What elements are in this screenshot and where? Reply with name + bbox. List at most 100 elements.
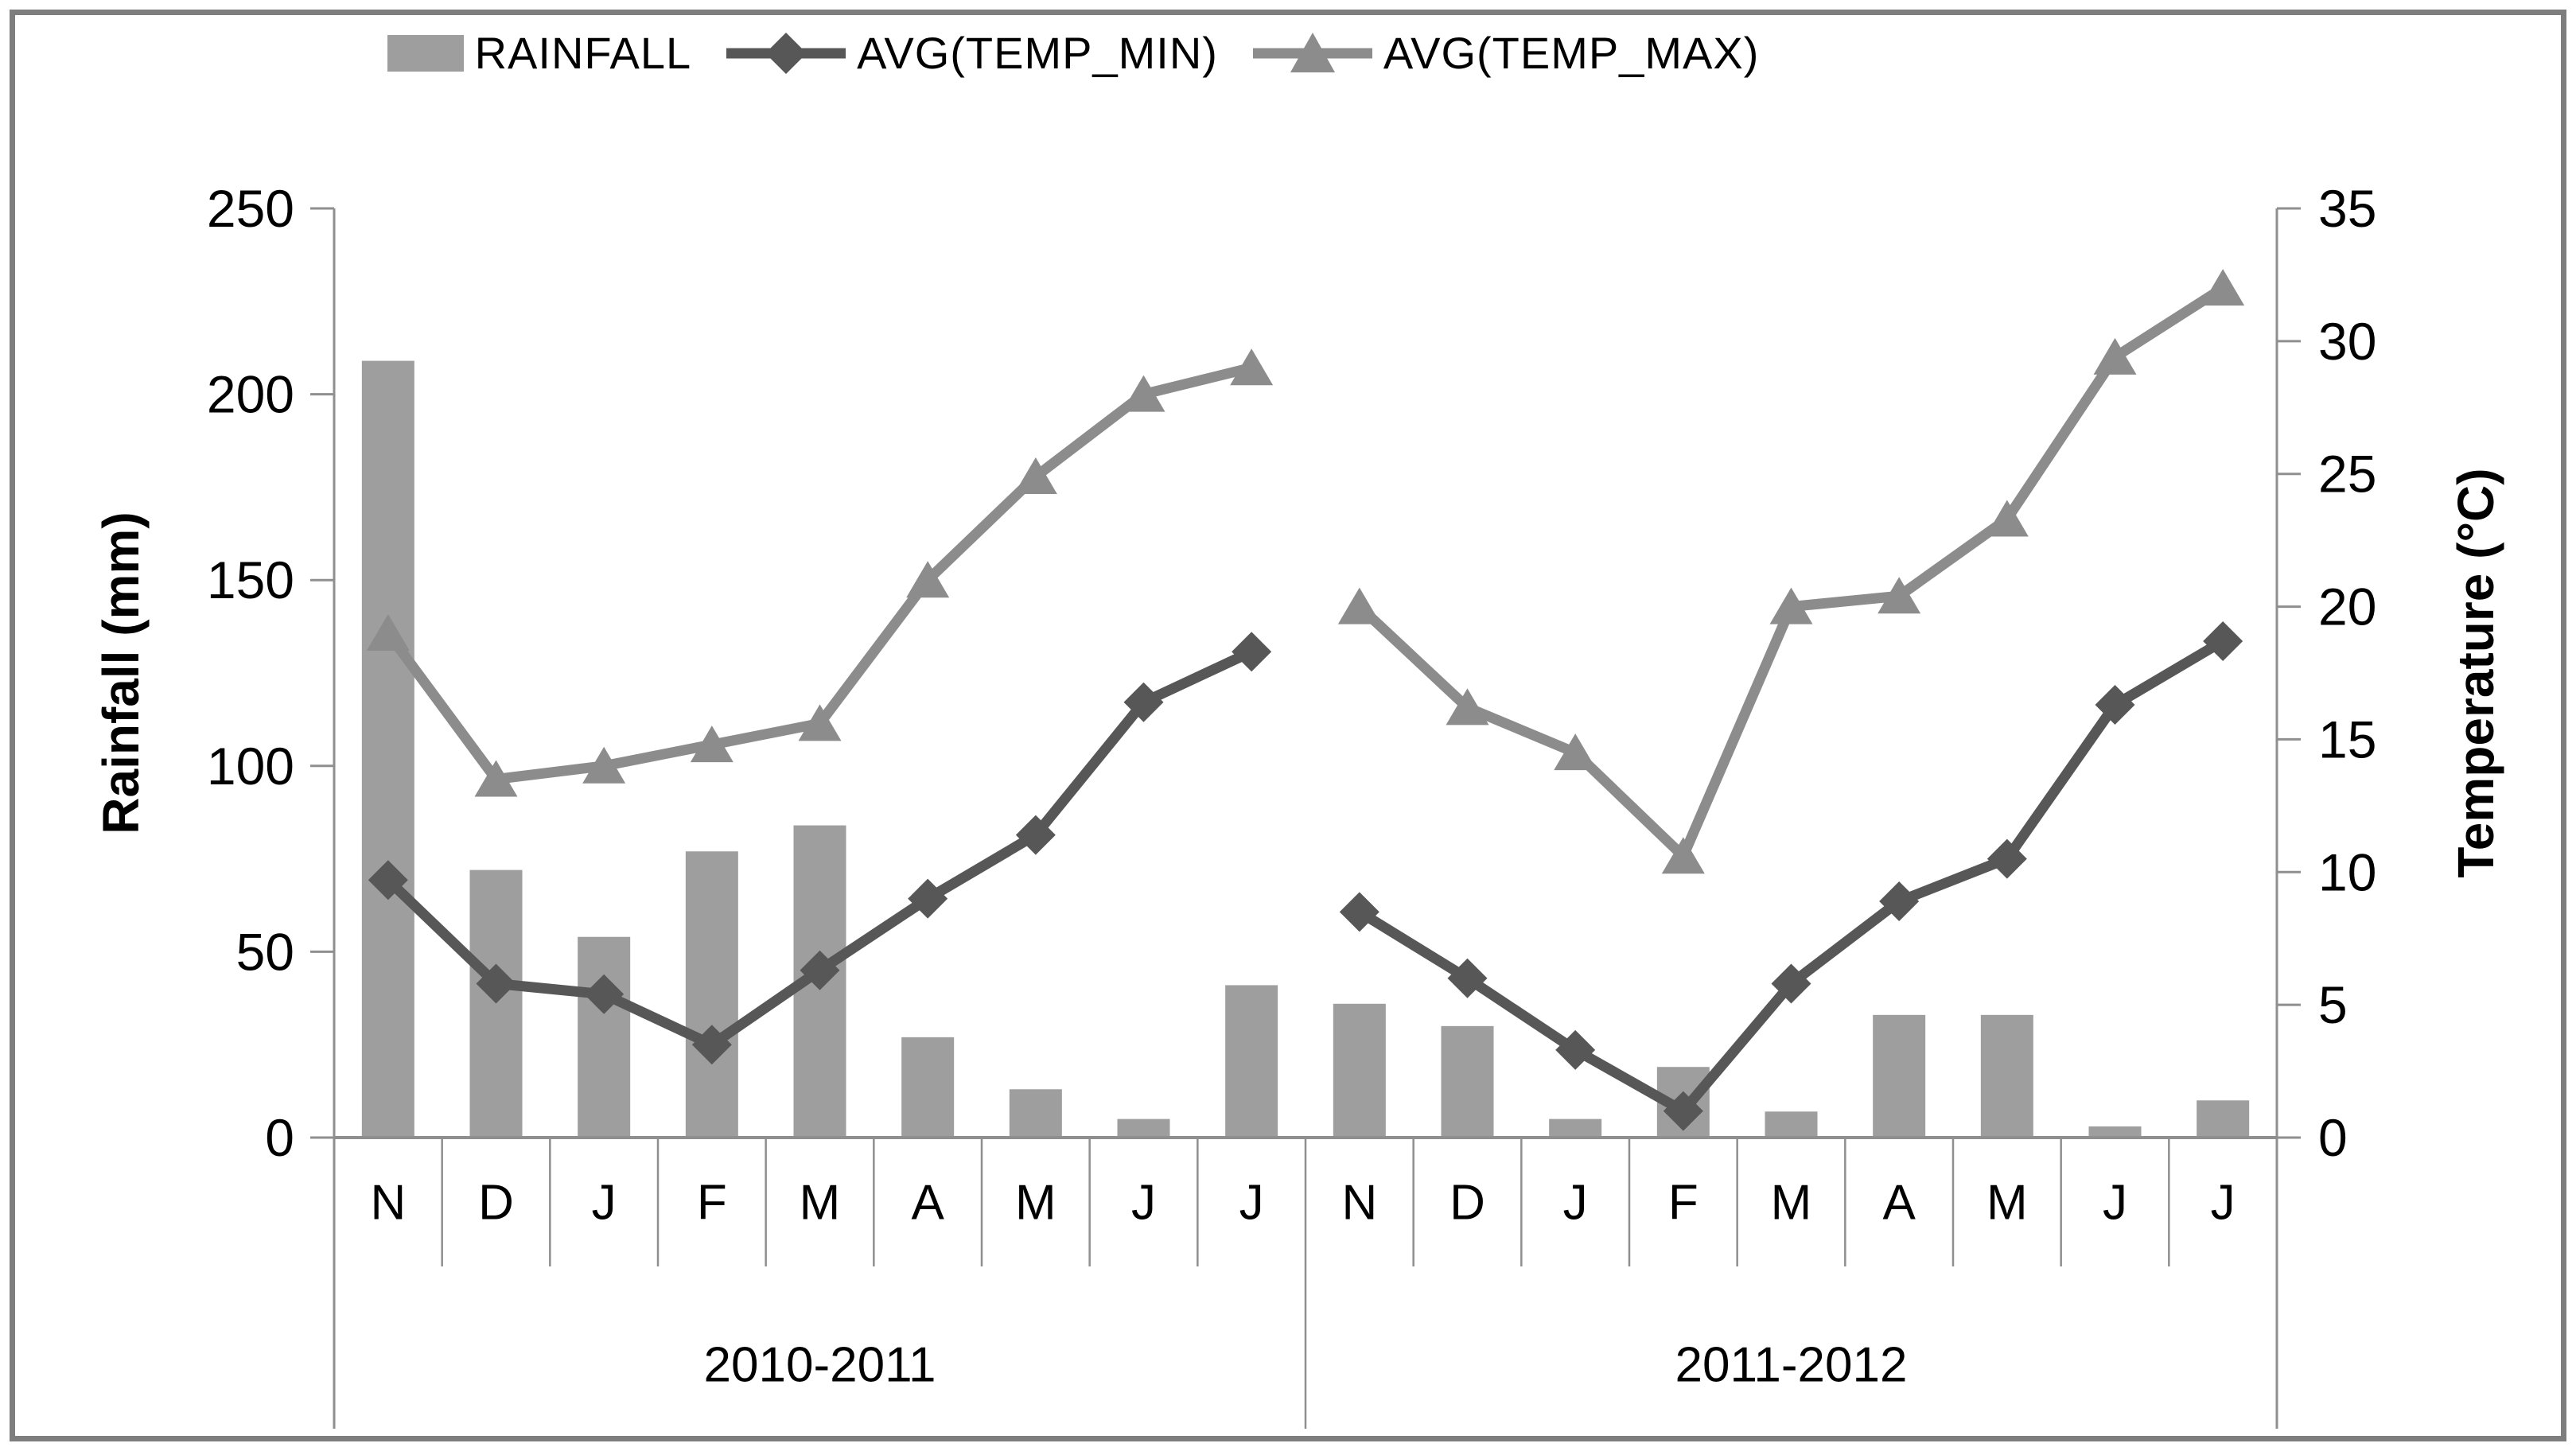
temp-min-marker [1123,682,1164,722]
legend-item-temp-min: AVG(TEMP_MIN) [726,27,1218,79]
temp-max-marker [1014,457,1057,495]
month-label: J [1563,1176,1588,1231]
temp-min-marker [1555,1029,1596,1070]
rainfall-bar [1441,1025,1494,1138]
left-axis-tick-label: 250 [207,179,294,238]
month-label: F [697,1176,727,1231]
rainfall-bar [2197,1100,2250,1138]
rainfall-bar [1765,1111,1818,1138]
temp-min-marker [1663,1091,1703,1131]
temp-min-marker [908,878,948,919]
temp-max-marker [1230,348,1274,386]
temp-min-marker [2095,685,2135,726]
temp-max-marker [906,561,950,598]
rainfall-bar [685,851,738,1138]
temp-max-marker [2201,269,2245,306]
left-axis-tick-label: 100 [207,737,294,796]
temp-min-marker [1986,838,2027,879]
left-axis-tick-label: 200 [207,365,294,424]
temp-min-marker [1771,963,1811,1004]
legend-label-rainfall: RAINFALL [474,28,692,78]
temp-max-marker [1769,587,1813,624]
temp-max-marker [1122,375,1165,412]
triangle-line-icon [1252,32,1372,72]
left-axis-tick-label: 0 [265,1108,294,1167]
right-axis-tick-label: 10 [2318,842,2376,901]
temp-min-marker [800,950,840,990]
temp-max-marker [798,704,842,741]
temp-max-marker [366,613,410,651]
temp-min-marker [368,860,408,901]
rainfall-bar [1549,1118,1602,1138]
temp-max-line [1354,282,2228,862]
legend: RAINFALL AVG(TEMP_MIN) AVG(TEMP_MAX) [0,27,2576,79]
rainfall-bar [1117,1118,1170,1138]
left-axis-tick-label: 150 [207,550,294,609]
left-axis-title: Rainfall (mm) [92,512,150,834]
rainfall-bar [1225,985,1278,1138]
temp-max-marker [1878,577,1921,614]
month-label: M [800,1176,841,1231]
right-axis-tick-label: 30 [2318,312,2376,371]
temp-min-marker [476,963,516,1004]
temp-max-marker [474,760,518,797]
temp-max-marker [582,746,626,784]
rainfall-bar [361,360,414,1138]
temp-max-marker [1661,837,1705,874]
right-axis-tick-label: 0 [2318,1108,2348,1167]
month-label: D [478,1176,514,1231]
month-label: J [1239,1176,1264,1231]
month-label: M [1986,1176,2028,1231]
temp-max-marker [2093,337,2137,375]
rainfall-bar [1980,1014,2033,1138]
figure-border [10,10,2566,1441]
right-axis-tick-label: 35 [2318,179,2376,238]
diamond-line-icon [726,32,846,74]
rainfall-bar [1873,1014,1926,1138]
right-axis-tick-label: 20 [2318,578,2376,636]
year-label: 2011-2012 [1675,1338,1908,1393]
temp-min-marker [584,974,625,1014]
legend-item-temp-max: AVG(TEMP_MAX) [1252,27,1760,79]
temp-min-marker [1879,881,1920,921]
temp-min-marker [1232,632,1272,672]
rainfall-bar [1333,1003,1386,1138]
month-label: M [1771,1176,1812,1231]
temp-max-marker [1554,733,1597,771]
left-axis-tick-label: 50 [236,922,294,981]
month-label: J [2103,1176,2127,1231]
temp-max-marker [1446,688,1489,726]
temp-min-marker [1015,815,1056,855]
right-axis-title: Temperature (°C) [2447,468,2504,878]
temp-min-marker [1339,892,1379,932]
temp-min-marker [1447,958,1488,998]
month-label: J [1131,1176,1156,1231]
month-label: D [1449,1176,1485,1231]
legend-item-rainfall: RAINFALL [387,27,692,79]
year-label: 2010-2011 [704,1338,936,1393]
temp-min-marker [2203,620,2243,661]
rainfall-bar [469,869,523,1138]
month-label: A [911,1176,944,1231]
rainfall-bar [1009,1089,1062,1138]
temp-max-marker [690,726,733,763]
rainfall-bar [901,1037,955,1138]
right-axis-tick-label: 15 [2318,710,2376,768]
month-label: N [1341,1176,1377,1231]
month-label: A [1882,1176,1916,1231]
right-axis-tick-label: 5 [2318,975,2348,1034]
legend-label-temp-max: AVG(TEMP_MAX) [1383,28,1760,78]
month-label: F [1668,1176,1699,1231]
temp-min-marker [691,1025,732,1065]
legend-label-temp-min: AVG(TEMP_MIN) [857,28,1218,78]
month-label: J [2211,1176,2236,1231]
month-label: M [1015,1176,1056,1231]
month-label: J [592,1176,617,1231]
rainfall-swatch-icon [387,34,464,72]
rainfall-bar [578,936,631,1138]
temp-max-marker [1985,500,2029,537]
month-label: N [370,1176,406,1231]
temp-max-marker [1337,587,1381,624]
right-axis-tick-label: 25 [2318,445,2376,504]
